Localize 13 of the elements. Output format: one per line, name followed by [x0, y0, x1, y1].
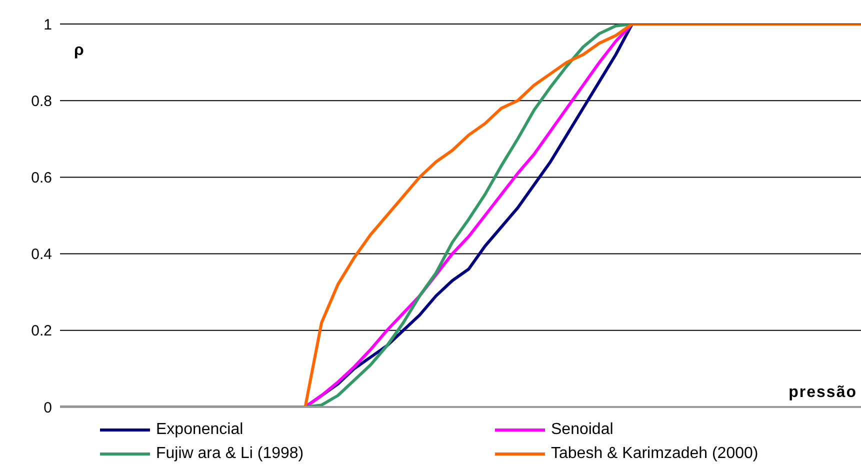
legend-label: Senoidal	[551, 421, 614, 439]
y-tick-label: 0.6	[31, 170, 52, 187]
legend-label: Tabesh & Karimzadeh (2000)	[551, 445, 758, 463]
y-tick-label: 0.8	[31, 92, 52, 110]
y-tick-label: 1	[44, 16, 52, 34]
y-tick-label: 0.4	[31, 246, 52, 264]
line-series	[58, 24, 861, 407]
legend-label: Exponencial	[156, 421, 244, 439]
y-tick-label: 0	[44, 399, 52, 416]
y-tick-label: 0.2	[31, 322, 52, 340]
x-axis-title: pressão	[788, 384, 857, 402]
legend-label: Fujiw ara & Li (1998)	[156, 445, 304, 463]
y-axis-title: ρ	[74, 42, 84, 60]
